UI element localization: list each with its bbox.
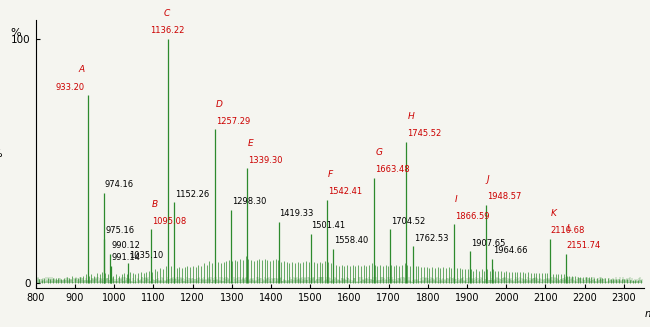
Text: 1762.53: 1762.53 bbox=[414, 234, 448, 243]
Text: I: I bbox=[455, 195, 458, 204]
Text: 1866.59: 1866.59 bbox=[455, 212, 489, 221]
Text: J: J bbox=[487, 175, 489, 184]
Text: 1948.57: 1948.57 bbox=[487, 192, 521, 201]
Text: 1152.26: 1152.26 bbox=[175, 190, 209, 199]
Text: B: B bbox=[152, 199, 159, 209]
Text: 1558.40: 1558.40 bbox=[334, 236, 368, 245]
Text: L: L bbox=[567, 224, 571, 233]
Text: 990.12: 990.12 bbox=[111, 241, 140, 250]
Text: 991.14: 991.14 bbox=[112, 253, 140, 262]
Text: 1298.30: 1298.30 bbox=[232, 197, 266, 206]
Text: G: G bbox=[375, 148, 382, 157]
Text: 1542.41: 1542.41 bbox=[328, 187, 362, 196]
Text: 933.20: 933.20 bbox=[56, 82, 85, 92]
Text: 1964.66: 1964.66 bbox=[493, 246, 528, 255]
Text: 1501.41: 1501.41 bbox=[311, 221, 346, 231]
Text: %: % bbox=[0, 149, 2, 159]
Text: H: H bbox=[408, 112, 414, 121]
Text: K: K bbox=[551, 209, 556, 218]
Text: %: % bbox=[10, 28, 21, 38]
Text: C: C bbox=[164, 9, 170, 18]
Text: m/z: m/z bbox=[645, 309, 650, 319]
Text: 2151.74: 2151.74 bbox=[567, 241, 601, 250]
Text: 1035.10: 1035.10 bbox=[129, 251, 163, 260]
Text: 1907.65: 1907.65 bbox=[471, 238, 505, 248]
Text: E: E bbox=[248, 139, 254, 147]
Text: 1663.48: 1663.48 bbox=[375, 165, 410, 174]
Text: 1095.08: 1095.08 bbox=[152, 216, 187, 226]
Text: 1704.52: 1704.52 bbox=[391, 216, 426, 226]
Text: 2110.68: 2110.68 bbox=[551, 226, 585, 235]
Text: F: F bbox=[328, 170, 333, 179]
Text: 1339.30: 1339.30 bbox=[248, 156, 283, 165]
Text: D: D bbox=[216, 100, 223, 109]
Text: 1136.22: 1136.22 bbox=[150, 26, 184, 35]
Text: 1745.52: 1745.52 bbox=[408, 129, 441, 138]
Text: 1257.29: 1257.29 bbox=[216, 117, 250, 126]
Text: 1419.33: 1419.33 bbox=[280, 209, 314, 218]
Text: A: A bbox=[79, 65, 85, 75]
Text: 975.16: 975.16 bbox=[105, 226, 135, 235]
Text: 974.16: 974.16 bbox=[105, 180, 134, 189]
